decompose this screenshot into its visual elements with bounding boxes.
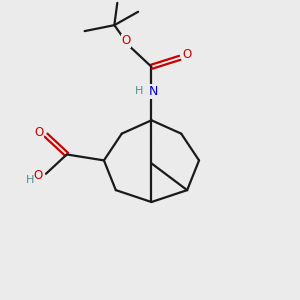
Text: O: O — [122, 34, 131, 47]
Text: O: O — [33, 169, 42, 182]
Text: O: O — [34, 126, 43, 139]
Text: H: H — [26, 175, 34, 185]
Text: H: H — [135, 86, 143, 96]
Text: O: O — [182, 48, 192, 62]
Text: N: N — [148, 85, 158, 98]
